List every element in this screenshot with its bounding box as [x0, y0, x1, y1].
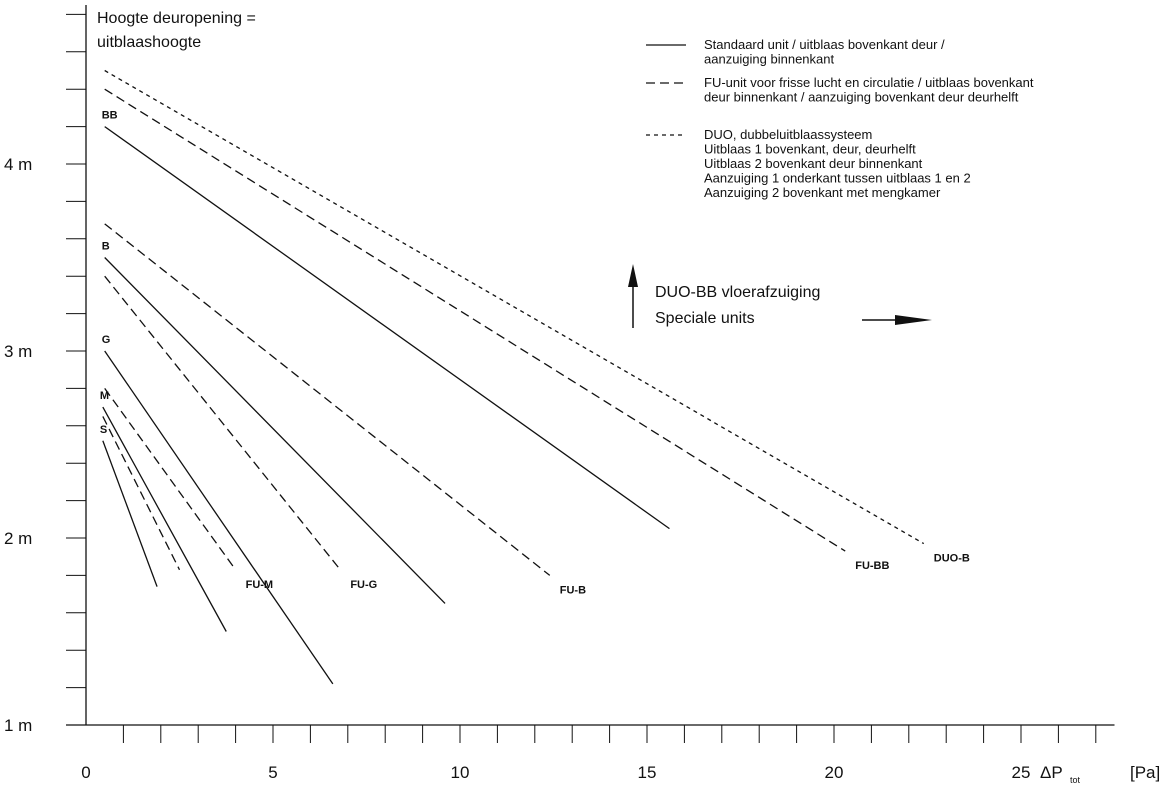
series-label-fu-g: FU-G: [350, 579, 377, 591]
series-label-b: B: [102, 241, 110, 253]
legend-text: Uitblaas 2 bovenkant deur binnenkant: [704, 156, 923, 171]
x-tick-label: 25: [1012, 763, 1031, 782]
series-line-m: [102, 406, 227, 632]
series-line-bb: [104, 126, 670, 530]
right-arrow-icon: [895, 315, 932, 325]
legend-text: deur binnenkant / aanzuiging bovenkant d…: [704, 90, 1019, 105]
legend-text: Aanzuiging 1 onderkant tussen uitblaas 1…: [704, 171, 971, 186]
annotation-duo-bb: DUO-BB vloerafzuiging: [655, 284, 820, 301]
legend-text: FU-unit voor frisse lucht en circulatie …: [704, 75, 1034, 90]
annotation-floor-extraction: DUO-BB vloerafzuiging Speciale units: [628, 264, 932, 328]
series-label-g: G: [102, 334, 111, 346]
series-line-fu-b: [104, 223, 551, 576]
x-axis-subscript: tot: [1070, 775, 1081, 785]
series-label-duo-b: DUO-B: [934, 553, 970, 565]
y-axis-label-line2: uitblaashoogte: [97, 34, 201, 51]
legend-text: DUO, dubbeluitblaassysteem: [704, 127, 872, 142]
y-tick-label: 3 m: [4, 342, 32, 361]
series-label-s: S: [100, 424, 107, 436]
series-line-g: [104, 350, 334, 685]
axes: 0 5 10 15 20 25 1 m 2 m 3 m 4 m: [4, 5, 1115, 782]
y-axis-label: Hoogte deuropening =: [97, 10, 256, 27]
legend-text: Standaard unit / uitblaas bovenkant deur…: [704, 37, 945, 52]
x-tick-label: 15: [638, 763, 657, 782]
x-tick-label: 0: [81, 763, 90, 782]
y-tick-label: 2 m: [4, 529, 32, 548]
y-tick-label: 4 m: [4, 155, 32, 174]
series-label-fu-b: FU-B: [560, 584, 586, 596]
series-line-fu-bb: [104, 88, 846, 552]
series-label-fu-m: FU-M: [246, 579, 274, 591]
x-tick-label: 5: [268, 763, 277, 782]
annotation-special-units: Speciale units: [655, 310, 755, 327]
legend: Standaard unit / uitblaas bovenkant deur…: [646, 37, 1034, 200]
legend-text: Aanzuiging 2 bovenkant met mengkamer: [704, 185, 941, 200]
series-line-fu-m: [104, 388, 237, 571]
x-axis-symbol: ΔP: [1040, 763, 1063, 782]
up-arrow-icon: [628, 264, 638, 287]
series-line-fu-g: [104, 275, 341, 571]
x-axis-title: ΔP tot [Pa]: [1040, 763, 1160, 785]
y-tick-label: 1 m: [4, 716, 32, 735]
legend-text: Uitblaas 1 bovenkant, deur, deurhelft: [704, 142, 916, 157]
series-line-s: [102, 440, 158, 587]
x-axis-unit: [Pa]: [1130, 763, 1160, 782]
legend-text: aanzuiging binnenkant: [704, 52, 834, 67]
x-tick-label: 20: [825, 763, 844, 782]
series-label-m: M: [100, 390, 109, 402]
series-line-duo-b: [104, 69, 925, 545]
series-label-bb: BB: [102, 110, 118, 122]
series-line-unlabeled: [102, 416, 181, 571]
series-line-b: [104, 257, 446, 604]
series-label-fu-bb: FU-BB: [855, 560, 889, 572]
x-tick-label: 10: [451, 763, 470, 782]
series-group: [102, 69, 925, 685]
